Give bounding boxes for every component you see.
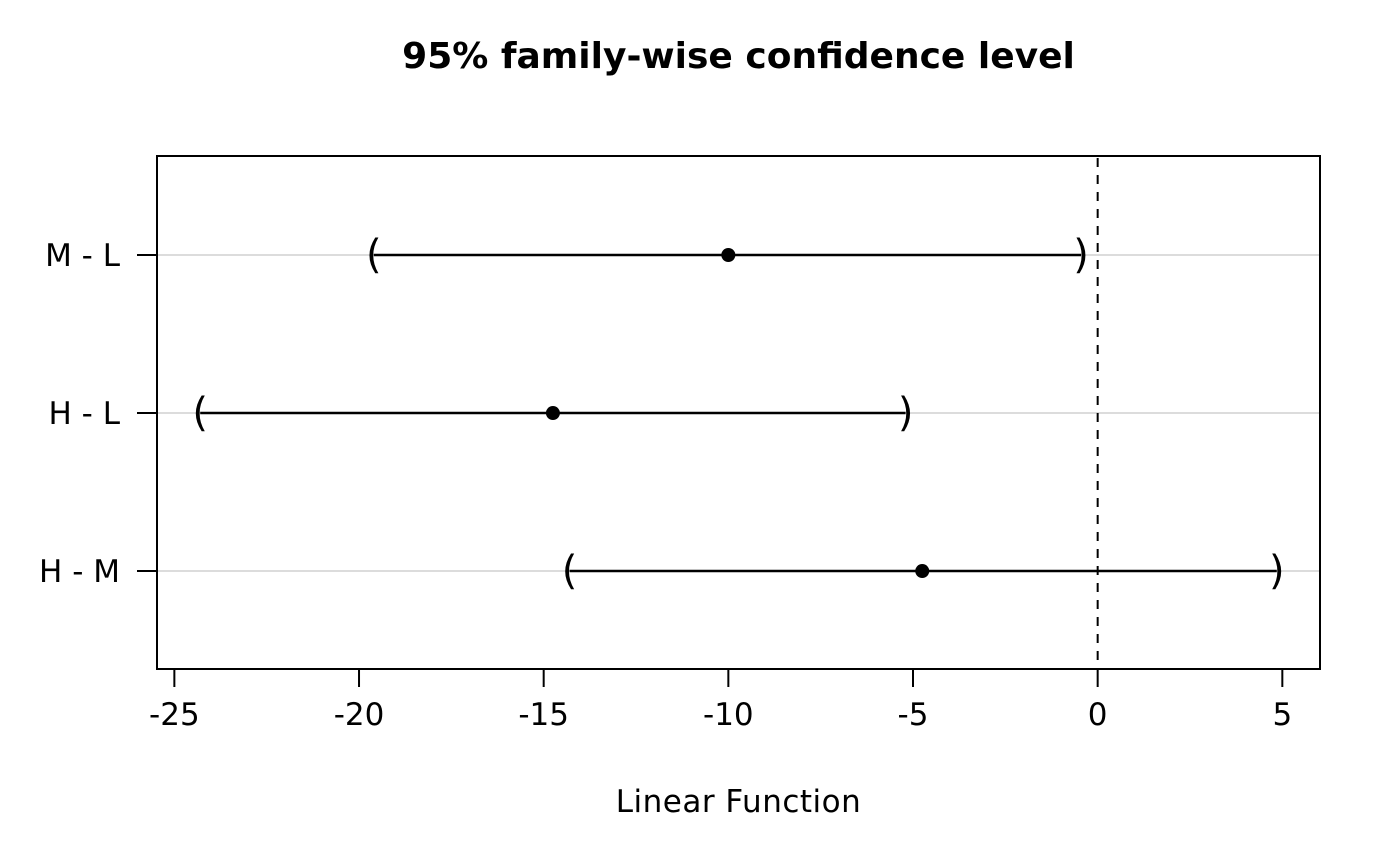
ci-upper-cap: ) — [1073, 232, 1089, 278]
plot-border — [156, 155, 1321, 670]
x-tick-label: -15 — [518, 697, 569, 733]
x-tick-label: -20 — [334, 697, 385, 733]
x-tick-label: -10 — [703, 697, 754, 733]
y-tick-label: H - M — [39, 554, 120, 590]
x-tick-label: 0 — [1088, 697, 1108, 733]
x-tick-label: 5 — [1272, 697, 1292, 733]
ci-upper-cap: ) — [1269, 548, 1285, 594]
y-tick-label: M - L — [45, 238, 121, 274]
ci-lower-cap: ( — [562, 548, 578, 594]
ci-upper-cap: ) — [898, 390, 914, 436]
ci-estimate-dot — [545, 406, 560, 421]
x-tick-label: -25 — [149, 697, 200, 733]
ci-estimate-dot — [915, 564, 930, 579]
ci-lower-cap: ( — [366, 232, 382, 278]
y-tick-label: H - L — [49, 396, 121, 432]
x-tick-label: -5 — [898, 697, 929, 733]
ci-lower-cap: ( — [192, 390, 208, 436]
x-axis-label: Linear Function — [615, 784, 862, 820]
chart-title: 95% family-wise confidence level — [402, 36, 1075, 77]
ci-estimate-dot — [721, 248, 736, 263]
